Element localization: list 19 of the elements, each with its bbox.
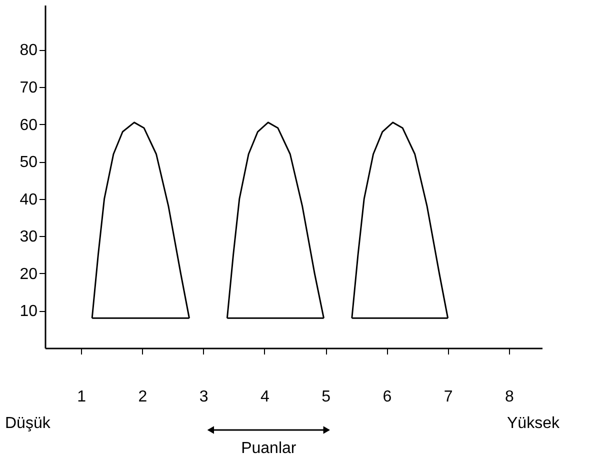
x-tick-label: 6 [382,388,392,406]
x-tick-label: 5 [322,388,331,406]
x-tick-label: 2 [138,388,148,406]
y-tick-label: 40 [20,191,38,208]
x-tick-label: 1 [77,388,86,406]
y-tick-label: 10 [20,303,38,320]
text: Düşük [5,415,52,432]
x-tick-label: 3 [199,388,208,406]
y-tick-label: 70 [20,80,38,97]
x-tick-label: 8 [505,388,514,406]
x-tick-label: 4 [260,388,270,406]
text: Yüksek [507,415,560,432]
y-tick-label: 30 [20,228,38,246]
y-tick-label: 80 [20,42,38,60]
text: Puanlar [241,440,297,457]
x-tick-label: 7 [444,388,453,406]
y-tick-label: 50 [20,154,38,172]
y-tick-label: 20 [20,266,38,283]
y-tick-label: 60 [20,116,38,134]
